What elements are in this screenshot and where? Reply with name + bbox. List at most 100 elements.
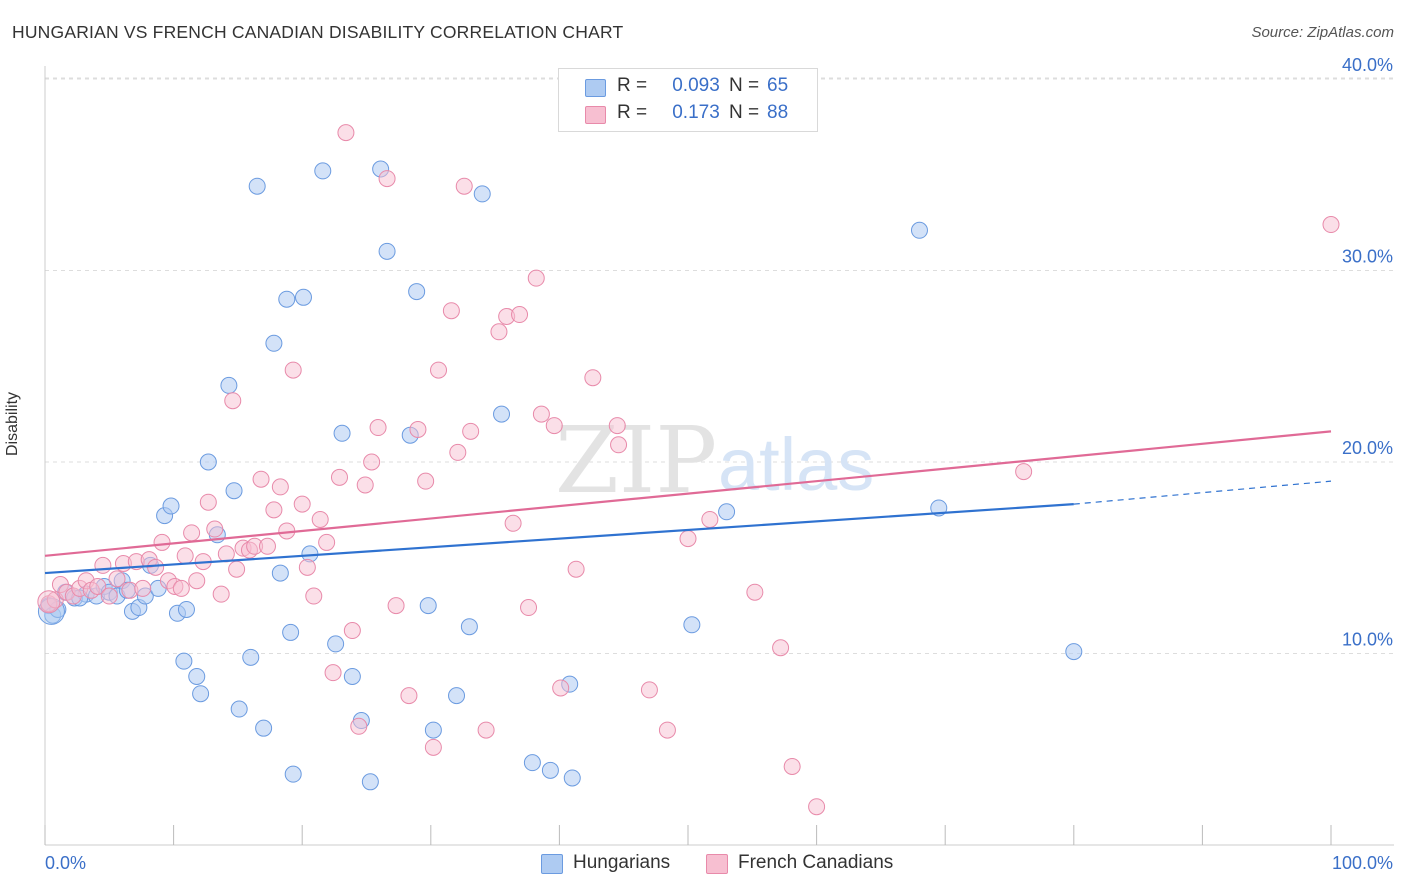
french-canadian-point [337,124,355,142]
hungarian-point [718,503,736,521]
hungarian-point [162,497,180,515]
french-canadian-point [37,590,61,614]
hungarian-point [473,185,491,203]
french-canadian-point [532,405,550,423]
hungarian-point [294,288,312,306]
french-canadian-point [212,585,230,603]
hungarian-point [278,290,296,308]
french-canadian-point [417,472,435,490]
hungarian-point [188,667,206,685]
hungarian-point [230,700,248,718]
hungarian-point [248,177,266,195]
french-canadian-point [199,493,217,511]
french-canadian-point [455,177,473,195]
bottom-legend-label: French Canadians [738,852,894,873]
hungarian-point [523,754,541,772]
french-canadian-point [746,583,764,601]
french-canadian-point [490,323,508,341]
hungarian-point [333,424,351,442]
watermark-atlas: atlas [718,423,874,506]
french-canadian-point [409,420,427,438]
french-canadian-point [183,524,201,542]
hungarian-point [910,221,928,239]
hungarian-point [225,482,243,500]
hungarian-point [424,721,442,739]
french-canadians-swatch [706,854,728,874]
french-canadian-point [640,681,658,699]
watermark-zip: ZIP [555,407,717,514]
french-canadian-point [449,443,467,461]
french-canadian-point [400,687,418,705]
french-canadian-point [100,587,118,605]
chart-title: HUNGARIAN VS FRENCH CANADIAN DISABILITY … [12,22,624,42]
french-canadian-point [252,470,270,488]
x-tick-label: 0.0% [45,853,86,873]
legend-r-label: R = [617,75,648,96]
hungarian-point [192,685,210,703]
french-canadian-point [147,558,165,576]
french-canadian-point [504,514,522,532]
french-canadian-point [176,547,194,565]
french-canadian-point [305,587,323,605]
french-canadian-point [808,798,826,816]
y-tick-label: 40.0% [1342,55,1393,75]
hungarian-point [271,564,289,582]
french-canadian-point [94,556,112,574]
french-canadian-point [89,577,107,595]
hungarian-point [1065,643,1083,661]
french-canadian-point [477,721,495,739]
chart-source: Source: ZipAtlas.com [1251,24,1394,41]
hungarian-point [175,652,193,670]
trend-lines [44,430,1332,575]
french-canadian-point [520,599,538,617]
hungarian-point [177,600,195,618]
y-axis-label: Disability [4,391,21,456]
legend-r-label: R = [617,102,648,123]
french-canadian-point [552,679,570,697]
french-canadian-point [378,170,396,188]
french-canadian-point [343,622,361,640]
tick-labels: 10.0% 20.0% 30.0% 40.0% 0.0% 100.0% [45,55,1393,873]
french-canadian-point [584,369,602,387]
french-canadian-point [442,302,460,320]
legend-n-value: 65 [767,75,789,96]
watermark: ZIP atlas [555,407,874,514]
french-canadian-point [271,478,289,496]
french-canadian-point [265,501,283,519]
french-canadian-point [356,476,374,494]
hungarian-point [220,376,238,394]
french-canadian-point [228,560,246,578]
french-canadian-point [462,422,480,440]
x-tick-label: 100.0% [1332,853,1393,873]
french-canadian-point [363,453,381,471]
legend-n-label: N = [729,75,760,96]
hungarian-point [242,648,260,666]
gridlines [45,77,1394,654]
hungarian-point [199,453,217,471]
french-canadian-point [701,510,719,528]
hungarian-point [448,687,466,705]
hungarians-swatch [585,79,606,97]
hungarian-point [408,283,426,301]
hungarian-point [563,769,581,787]
legend-n-value: 88 [767,102,789,123]
legend-n-label: N = [729,102,760,123]
legend-r-value: 0.173 [672,102,720,123]
french-canadian-point [324,664,342,682]
french-canadian-point [311,510,329,528]
hungarians-trend-line [44,503,1074,575]
y-tick-label: 20.0% [1342,438,1393,458]
hungarian-point [314,162,332,180]
hungarian-point [255,719,273,737]
y-tick-label: 30.0% [1342,247,1393,267]
hungarian-point [265,334,283,352]
hungarian-point [419,597,437,615]
french-canadian-point [298,558,316,576]
hungarians-swatch [541,854,563,874]
french-canadian-point [527,269,545,287]
french-canadian-point [224,392,242,410]
french-canadian-point [293,495,311,513]
y-tick-label: 10.0% [1342,630,1393,650]
legend-r-value: 0.093 [672,75,720,96]
